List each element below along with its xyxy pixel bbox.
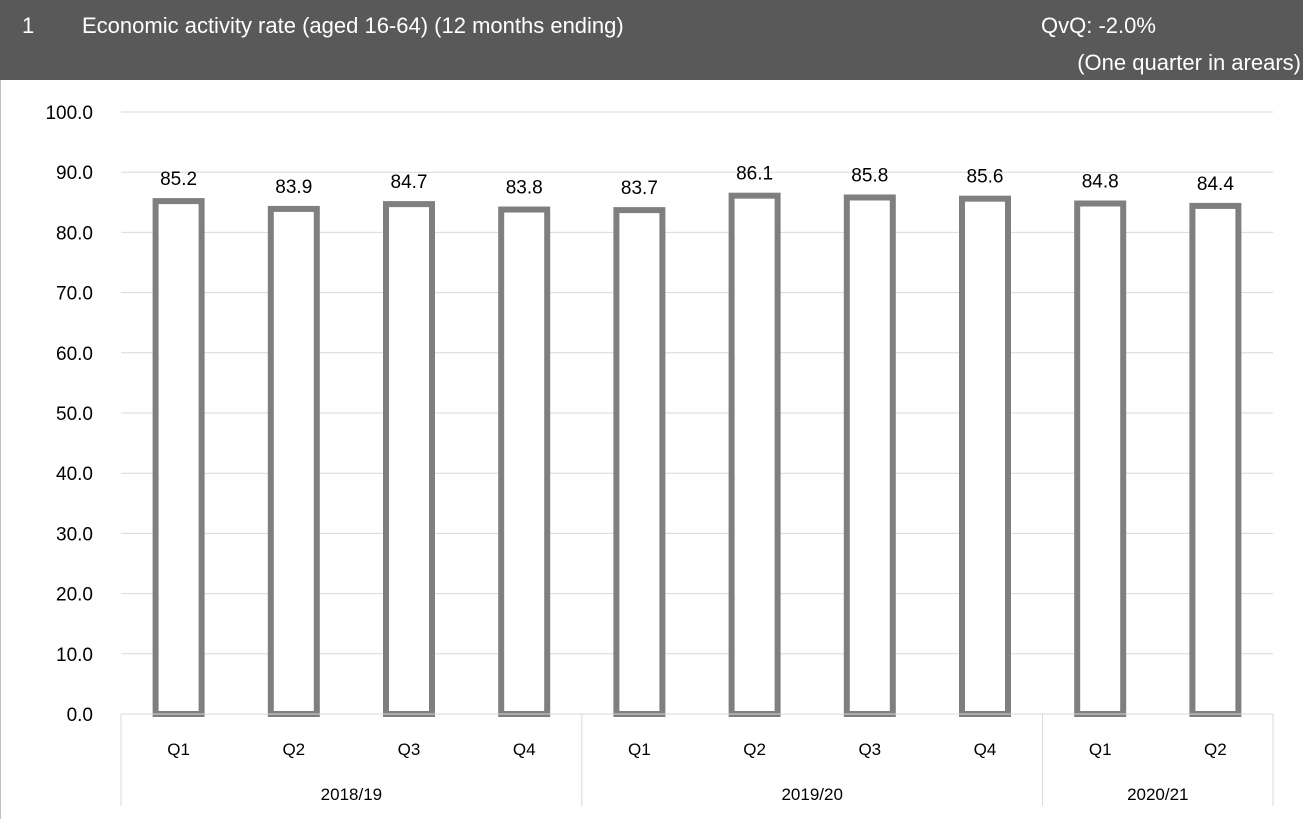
x-tick-label: Q2: [743, 740, 766, 759]
bar: [959, 195, 1011, 718]
data-label: 85.8: [851, 165, 888, 186]
data-label: 86.1: [736, 164, 773, 185]
bar: [1074, 200, 1127, 717]
group-label: 2020/21: [1127, 785, 1188, 804]
x-tick-label: Q1: [1089, 740, 1112, 759]
bar: [498, 206, 551, 718]
data-label: 84.7: [391, 172, 428, 193]
bar: [728, 192, 781, 718]
y-tick-label: 0.0: [67, 705, 93, 726]
x-tick-label: Q1: [628, 740, 651, 759]
y-tick-label: 60.0: [56, 344, 93, 365]
y-tick-label: 80.0: [56, 223, 93, 244]
data-label: 85.2: [160, 169, 197, 190]
group-label: 2018/19: [321, 785, 382, 804]
y-tick-label: 70.0: [56, 284, 93, 305]
bar: [1189, 202, 1242, 718]
lag-note: (One quarter in arears): [1077, 50, 1301, 75]
x-tick-label: Q2: [1204, 740, 1227, 759]
x-tick-label: Q2: [282, 740, 305, 759]
bar: [613, 207, 666, 717]
y-tick-label: 20.0: [56, 585, 93, 606]
bar-chart: 0.0 10.0 20.0 30.0 40.0 50.0 60.0 70.0 80.0 90.0 1…: [45, 103, 1274, 806]
bar: [843, 194, 896, 717]
quarter-change: QvQ: -2.0%: [1041, 13, 1156, 38]
data-label: 83.7: [621, 178, 658, 199]
bar: [383, 201, 435, 718]
x-tick-label: Q3: [398, 740, 421, 759]
data-label: 83.8: [506, 178, 543, 199]
chart-title: Economic activity rate (aged 16-64) (12 …: [82, 13, 624, 38]
bar: [267, 205, 320, 717]
data-label: 84.4: [1197, 174, 1234, 195]
x-tick-label: Q4: [974, 740, 997, 759]
y-tick-label: 40.0: [56, 464, 93, 485]
data-label: 84.8: [1082, 172, 1119, 193]
bar: [152, 198, 205, 717]
x-tick-label: Q4: [513, 740, 536, 759]
chart-number: 1: [22, 13, 35, 38]
y-tick-label: 10.0: [56, 645, 93, 666]
y-tick-label: 30.0: [56, 524, 93, 545]
y-tick-label: 100.0: [45, 103, 93, 124]
x-tick-label: Q1: [167, 740, 190, 759]
x-tick-label: Q3: [858, 740, 881, 759]
chart-frame: 0.0 10.0 20.0 30.0 40.0 50.0 60.0 70.0 80.0 90.0 1…: [0, 80, 1303, 819]
data-label: 83.9: [275, 177, 312, 198]
y-tick-label: 50.0: [56, 404, 93, 425]
group-label: 2019/20: [781, 785, 842, 804]
y-tick-label: 90.0: [56, 163, 93, 184]
data-label: 85.6: [967, 167, 1004, 188]
chart-header: 1 Economic activity rate (aged 16-64) (1…: [0, 0, 1303, 80]
